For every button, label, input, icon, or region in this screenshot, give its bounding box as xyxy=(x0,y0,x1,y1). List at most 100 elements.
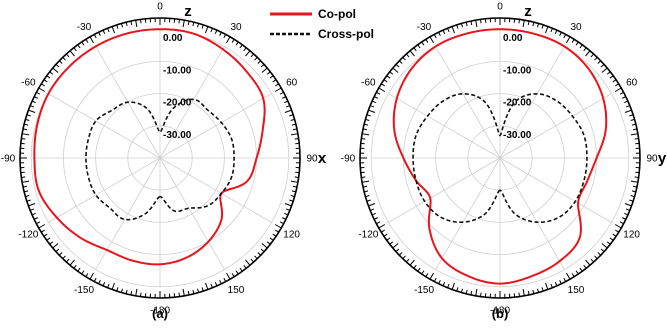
grid-spoke xyxy=(159,46,225,159)
frame-tick xyxy=(239,44,243,49)
frame-tick xyxy=(182,20,185,28)
frame-tick xyxy=(409,50,415,57)
frame-tick xyxy=(210,283,213,288)
frame-tick xyxy=(28,109,36,113)
frame-tick xyxy=(22,185,28,188)
frame-tick xyxy=(522,20,525,28)
frame-tick xyxy=(219,31,222,36)
frame-tick xyxy=(55,63,60,68)
frame-tick xyxy=(365,195,370,198)
frame-tick xyxy=(554,29,558,34)
frame-tick xyxy=(62,56,66,61)
axis-label-top: z xyxy=(184,3,192,20)
frame-tick xyxy=(31,212,36,216)
frame-tick xyxy=(378,224,386,229)
frame-tick xyxy=(563,34,567,39)
frame-tick xyxy=(609,75,614,79)
legend: Co-pol Cross-pol xyxy=(270,7,374,41)
frame-tick xyxy=(28,203,36,207)
frame-tick xyxy=(30,105,35,108)
grid-spoke xyxy=(48,157,161,223)
frame-tick xyxy=(583,47,587,52)
frame-tick xyxy=(69,50,75,57)
frame-tick xyxy=(243,47,247,52)
frame-tick xyxy=(294,176,299,178)
frame-tick xyxy=(73,264,77,269)
frame-tick xyxy=(260,63,265,68)
legend-cross-pol-label: Cross-pol xyxy=(318,27,374,41)
frame-tick xyxy=(371,212,376,216)
legend-co-pol-label: Co-pol xyxy=(318,7,356,21)
frame-tick xyxy=(58,60,63,64)
frame-tick xyxy=(566,36,571,44)
frame-tick xyxy=(290,133,298,136)
frame-tick xyxy=(24,123,29,126)
frame-tick xyxy=(98,280,101,285)
frame-tick xyxy=(254,255,258,260)
frame-tick xyxy=(291,123,296,126)
frame-tick xyxy=(245,259,251,266)
frame-tick xyxy=(43,233,48,237)
frame-tick xyxy=(364,123,369,126)
angle-tick-label: 120 xyxy=(283,230,300,241)
frame-tick xyxy=(187,290,190,296)
frame-tick xyxy=(601,243,608,249)
radial-tick-label: -10.00 xyxy=(163,65,192,76)
frame-tick xyxy=(373,96,378,99)
frame-tick xyxy=(541,24,544,29)
frame-tick xyxy=(52,67,59,73)
frame-tick xyxy=(231,273,235,277)
frame-tick xyxy=(583,264,587,269)
frame-tick xyxy=(46,237,51,241)
frame-tick xyxy=(274,87,282,92)
series-cross-pol-a xyxy=(85,98,235,221)
polar-plot-b: 0 30 60 90 120 150 -180 -150 -120 -90 -60 -30 0.00 -1… xyxy=(341,2,667,322)
frame-tick xyxy=(226,36,231,44)
frame-tick xyxy=(111,282,115,290)
frame-tick xyxy=(619,221,624,225)
frame-tick xyxy=(261,243,268,249)
frame-tick xyxy=(451,282,455,290)
frame-tick xyxy=(575,270,579,275)
frame-tick xyxy=(590,258,595,263)
frame-tick xyxy=(629,199,634,202)
frame-tick xyxy=(25,118,30,121)
frame-tick xyxy=(417,44,421,49)
frame-tick xyxy=(274,224,282,229)
frame-tick xyxy=(214,282,218,287)
frame-tick xyxy=(386,75,391,79)
frame-tick xyxy=(417,267,421,272)
polar-plot-a: 0 30 60 90 120 150 -180 -150 -120 -90 -60 -30 0.00 -1… xyxy=(1,2,327,322)
frame-tick xyxy=(413,264,417,269)
frame-tick xyxy=(559,280,562,285)
frame-tick xyxy=(284,212,289,216)
frame-tick xyxy=(219,280,222,285)
frame-tick xyxy=(125,289,128,294)
frame-tick xyxy=(624,109,632,113)
frame-tick xyxy=(518,19,520,24)
radial-tick-label: -10.00 xyxy=(503,65,532,76)
frame-tick xyxy=(600,63,605,68)
frame-tick xyxy=(269,75,274,79)
frame-tick xyxy=(24,190,29,193)
frame-tick xyxy=(41,83,45,87)
frame-tick xyxy=(597,60,602,64)
frame-tick xyxy=(421,41,425,46)
frame-tick xyxy=(73,47,77,52)
frame-tick xyxy=(376,91,381,95)
frame-tick xyxy=(631,190,636,193)
frame-tick xyxy=(579,267,583,272)
frame-tick xyxy=(284,203,292,207)
grid-spoke xyxy=(159,93,272,159)
frame-tick xyxy=(85,39,89,43)
frame-tick xyxy=(282,217,287,220)
frame-tick xyxy=(392,243,399,249)
frame-tick xyxy=(585,50,591,57)
axis-label-right: y xyxy=(658,150,667,167)
angle-tick-label: 150 xyxy=(568,285,585,296)
axis-label-top: z xyxy=(524,3,532,20)
angle-tick-label: -180 xyxy=(150,306,170,317)
angle-tick-label: -90 xyxy=(341,154,356,165)
grid-spoke xyxy=(388,157,501,223)
